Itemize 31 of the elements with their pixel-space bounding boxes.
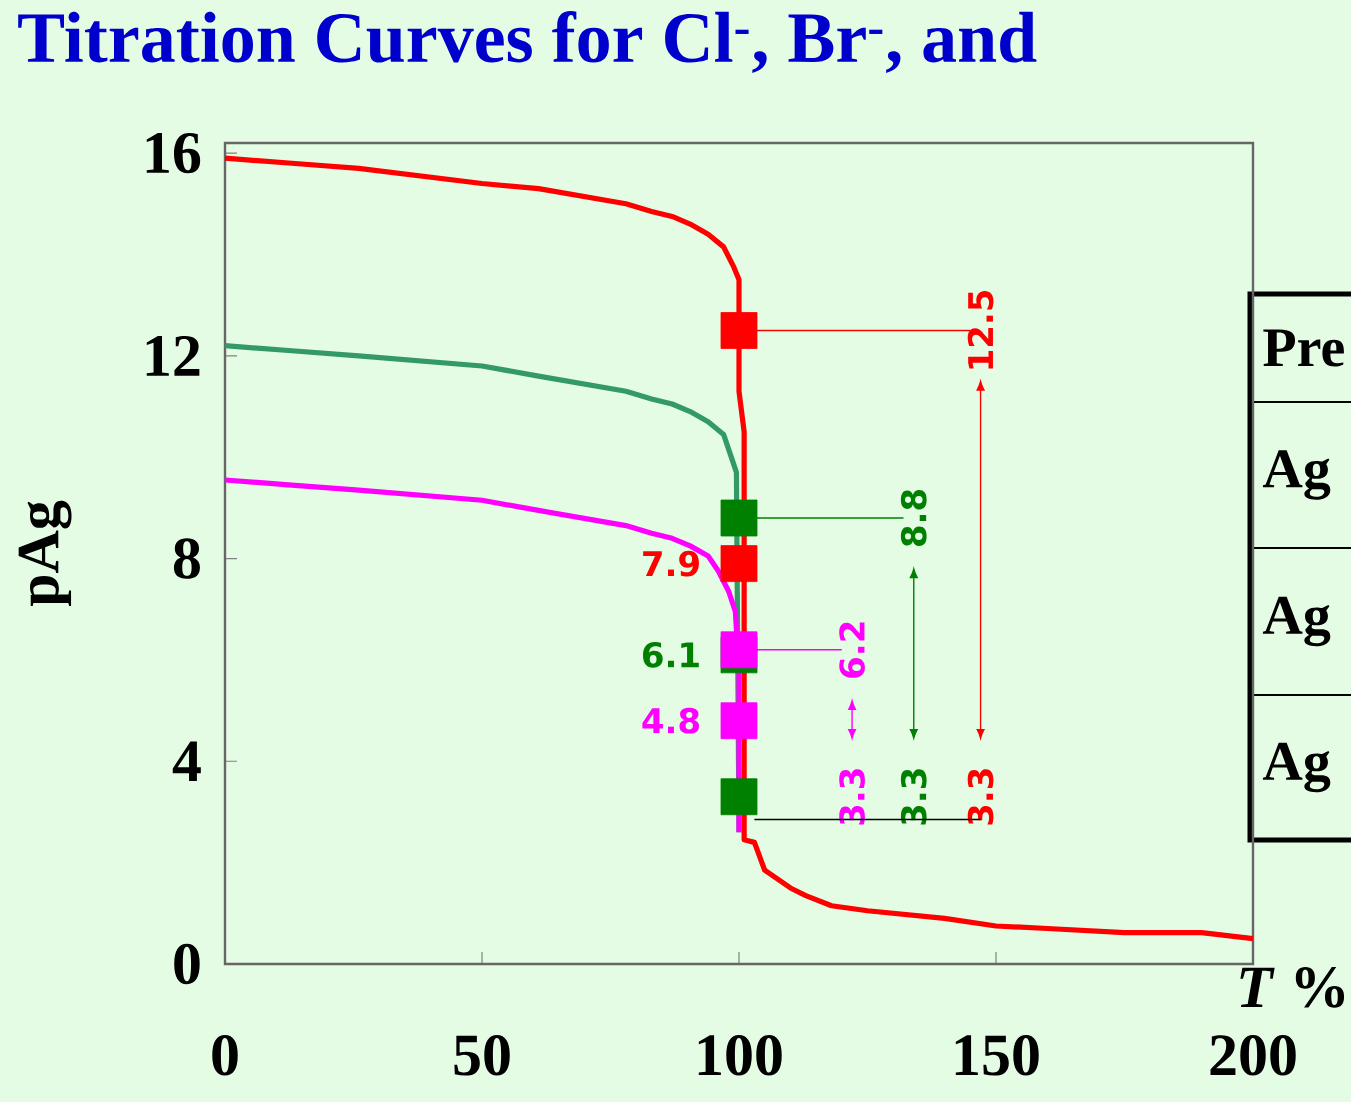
annotation: 3.3 — [900, 769, 927, 825]
point — [720, 702, 758, 740]
x-tick-label: 150 — [955, 1035, 1039, 1076]
annotation: 3.3 — [839, 769, 865, 825]
y-tick-label: 16 — [146, 132, 201, 174]
chart-title: Titration Curves for Cl$^{-}$, Br$^{-}$, and — [18, 11, 1037, 73]
x-tick-label: 50 — [454, 1035, 510, 1076]
data-label: 8.8 — [900, 489, 927, 547]
data-label: 4.8 — [642, 707, 699, 734]
text: Pre — [1263, 329, 1344, 367]
y-tick-label: 0 — [174, 943, 200, 985]
data-label: 6.2 — [839, 622, 865, 678]
x-tick-label: 100 — [698, 1035, 782, 1076]
text: Ag — [1262, 450, 1331, 500]
data-label: 7.9 — [643, 550, 699, 577]
point — [720, 545, 758, 583]
x-axis-title: T % — [1240, 967, 1345, 1008]
x-tick-label: 0 — [212, 1035, 238, 1076]
annotation: 3.3 — [967, 769, 994, 825]
y-tick-label: 4 — [172, 741, 201, 782]
data-label: 12.5 — [967, 290, 994, 369]
text: Ag — [1262, 596, 1331, 647]
point — [720, 312, 758, 349]
x-tick-label: 200 — [1210, 1035, 1296, 1076]
point — [720, 778, 758, 816]
point — [720, 499, 758, 537]
y-tick-label: 12 — [146, 335, 200, 376]
text: Ag — [1262, 742, 1331, 793]
y-tick-label: 8 — [173, 538, 200, 579]
data-label: 6.1 — [642, 642, 699, 668]
y-axis-title: pAg — [18, 500, 72, 607]
